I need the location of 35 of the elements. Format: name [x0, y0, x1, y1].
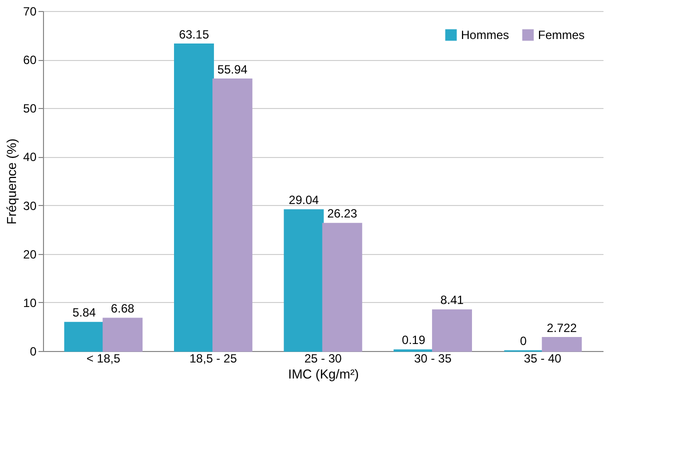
x-tick-label: 18,5 - 25	[190, 352, 238, 366]
data-label: 5.84	[72, 306, 96, 320]
x-tick-label: 25 - 30	[304, 352, 342, 366]
y-tick-label: 60	[23, 53, 37, 68]
x-tick-label: 35 - 40	[524, 352, 562, 366]
x-axis-title: IMC (Kg/m²)	[288, 366, 359, 382]
bar	[542, 337, 582, 352]
y-tick-label: 70	[23, 4, 37, 18]
legend-label: Hommes	[461, 28, 510, 42]
data-label: 8.41	[440, 293, 464, 308]
bar	[322, 222, 362, 352]
y-tick-label: 40	[23, 150, 37, 164]
x-tick-label: < 18,5	[86, 352, 121, 366]
bar	[102, 318, 143, 352]
data-label: 55.94	[217, 62, 248, 76]
data-label: 2.722	[546, 320, 578, 335]
data-label: 0	[520, 334, 528, 348]
x-tick-label: 30 - 35	[414, 352, 452, 366]
y-tick-label: 20	[23, 247, 37, 262]
y-axis-title: Fréquence (%)	[4, 138, 20, 224]
y-tick-label: 10	[23, 296, 37, 310]
bar	[284, 209, 324, 352]
bar	[174, 44, 214, 352]
y-tick-label: 30	[23, 198, 37, 213]
data-label: 6.68	[110, 302, 135, 316]
data-label: 63.15	[178, 27, 210, 42]
bar	[64, 322, 104, 352]
y-tick-label: 0	[30, 344, 37, 358]
data-label: 29.04	[288, 192, 320, 207]
legend-label: Femmes	[538, 28, 585, 42]
y-tick-label: 50	[23, 102, 37, 116]
bar	[212, 78, 252, 352]
data-label: 0.19	[402, 333, 426, 348]
bar	[432, 309, 472, 352]
data-label: 26.23	[327, 206, 358, 221]
